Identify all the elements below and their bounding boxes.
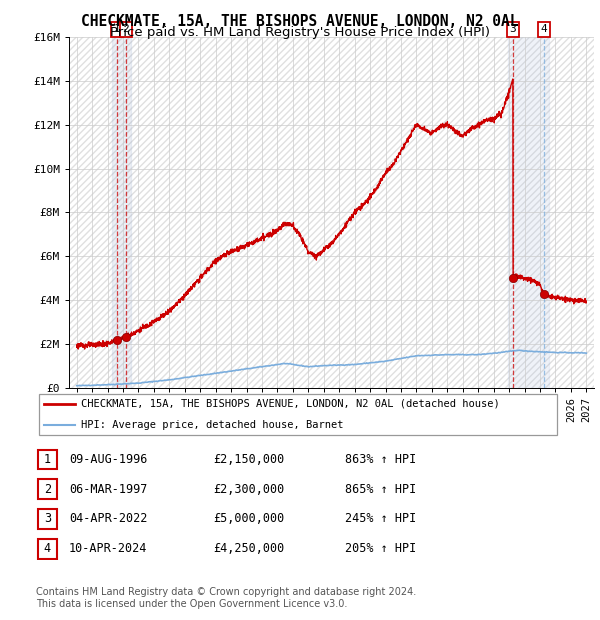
Text: 09-AUG-1996: 09-AUG-1996	[69, 453, 148, 466]
Text: 10-APR-2024: 10-APR-2024	[69, 542, 148, 555]
Bar	[508, 37, 549, 387]
FancyBboxPatch shape	[38, 394, 557, 435]
Text: 4: 4	[44, 542, 51, 555]
Text: 245% ↑ HPI: 245% ↑ HPI	[345, 513, 416, 525]
Text: CHECKMATE, 15A, THE BISHOPS AVENUE, LONDON, N2 0AL (detached house): CHECKMATE, 15A, THE BISHOPS AVENUE, LOND…	[80, 399, 499, 409]
Text: 04-APR-2022: 04-APR-2022	[69, 513, 148, 525]
Text: CHECKMATE, 15A, THE BISHOPS AVENUE, LONDON, N2 0AL: CHECKMATE, 15A, THE BISHOPS AVENUE, LOND…	[81, 14, 519, 29]
Text: £2,150,000: £2,150,000	[213, 453, 284, 466]
Text: £2,300,000: £2,300,000	[213, 483, 284, 495]
Text: 863% ↑ HPI: 863% ↑ HPI	[345, 453, 416, 466]
Text: 205% ↑ HPI: 205% ↑ HPI	[345, 542, 416, 555]
Text: 865% ↑ HPI: 865% ↑ HPI	[345, 483, 416, 495]
Text: 2: 2	[44, 483, 51, 495]
Bar	[112, 37, 131, 387]
Text: £5,000,000: £5,000,000	[213, 513, 284, 525]
Text: HPI: Average price, detached house, Barnet: HPI: Average price, detached house, Barn…	[80, 420, 343, 430]
Text: Price paid vs. HM Land Registry's House Price Index (HPI): Price paid vs. HM Land Registry's House …	[110, 26, 490, 39]
FancyBboxPatch shape	[38, 539, 57, 559]
Text: 06-MAR-1997: 06-MAR-1997	[69, 483, 148, 495]
FancyBboxPatch shape	[38, 509, 57, 529]
Text: 1: 1	[44, 453, 51, 466]
FancyBboxPatch shape	[38, 450, 57, 469]
Text: £4,250,000: £4,250,000	[213, 542, 284, 555]
Text: 4: 4	[541, 24, 548, 35]
Text: 1: 1	[113, 24, 121, 35]
Text: 3: 3	[44, 513, 51, 525]
FancyBboxPatch shape	[38, 479, 57, 499]
Text: Contains HM Land Registry data © Crown copyright and database right 2024.
This d: Contains HM Land Registry data © Crown c…	[36, 587, 416, 609]
Text: 2: 2	[122, 24, 129, 35]
Text: 3: 3	[509, 24, 517, 35]
